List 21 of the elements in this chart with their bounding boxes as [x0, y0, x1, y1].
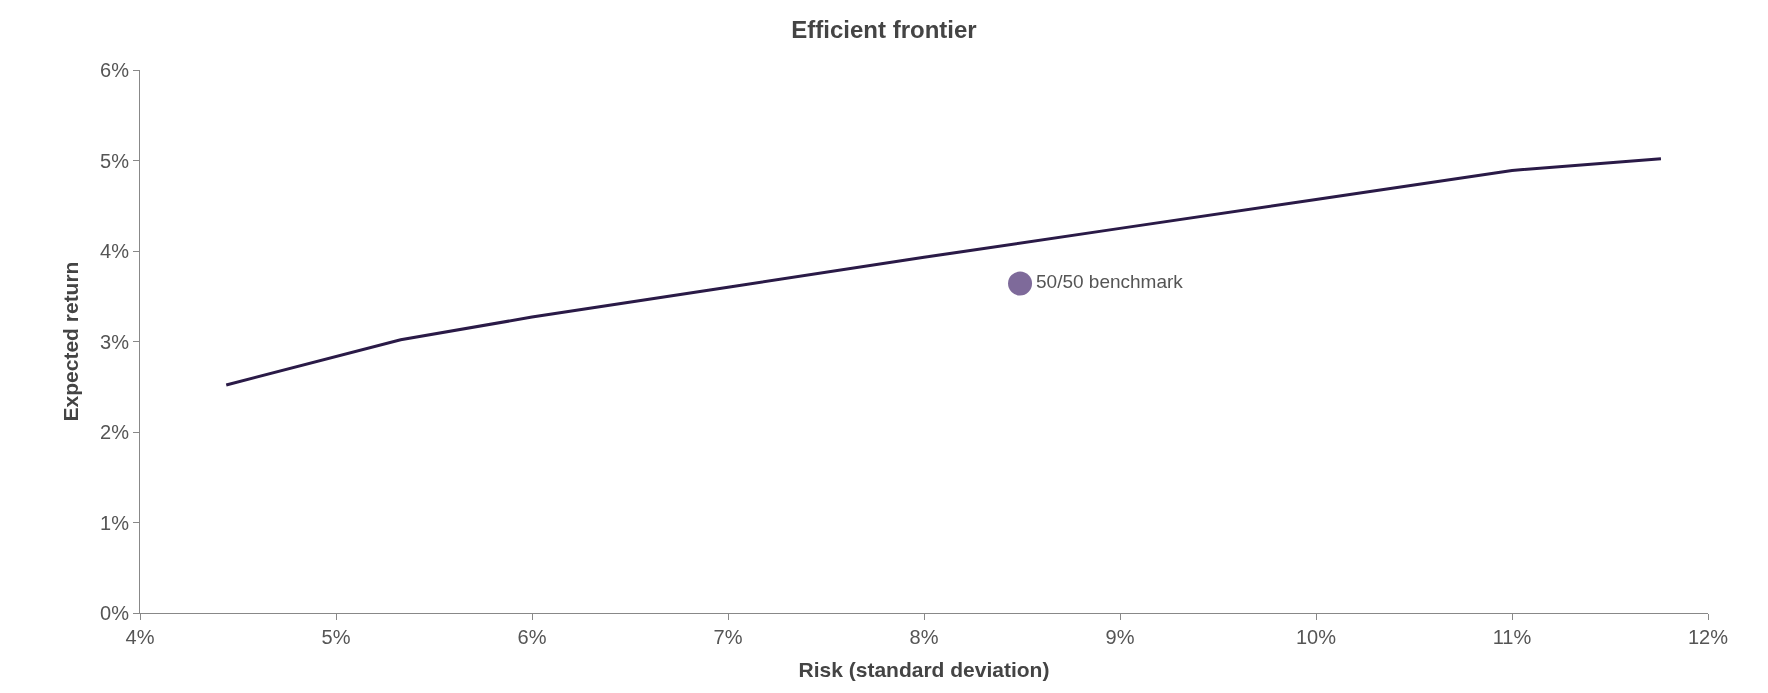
x-tick-label: 7% [713, 626, 743, 648]
series-label: 50/50 benchmark [1036, 271, 1184, 293]
y-axis-title: Expected return [59, 261, 83, 422]
y-tick-label: 2% [100, 421, 130, 443]
x-tick-label: 9% [1105, 626, 1135, 648]
y-tick-label: 4% [100, 240, 130, 262]
y-tick-label: 1% [100, 511, 130, 534]
x-tick-label: 10% [1295, 626, 1337, 648]
x-tick-label: 6% [517, 626, 547, 648]
x-tick-label: 11% [1492, 626, 1532, 648]
y-tick-label: 6% [100, 59, 130, 81]
line-series [224, 157, 1663, 387]
x-axis-title: Risk (standard deviation) [798, 658, 1050, 682]
y-tick-label: 0% [100, 602, 130, 624]
chart-title: Efficient frontier [791, 15, 977, 43]
x-tick-label: 4% [125, 626, 155, 648]
x-tick-label: 12% [1687, 626, 1729, 648]
x-tick-label: 8% [909, 626, 939, 648]
y-tick-label: 5% [100, 149, 130, 172]
x-tick-label: 5% [321, 626, 351, 648]
y-tick-label: 3% [100, 330, 130, 353]
